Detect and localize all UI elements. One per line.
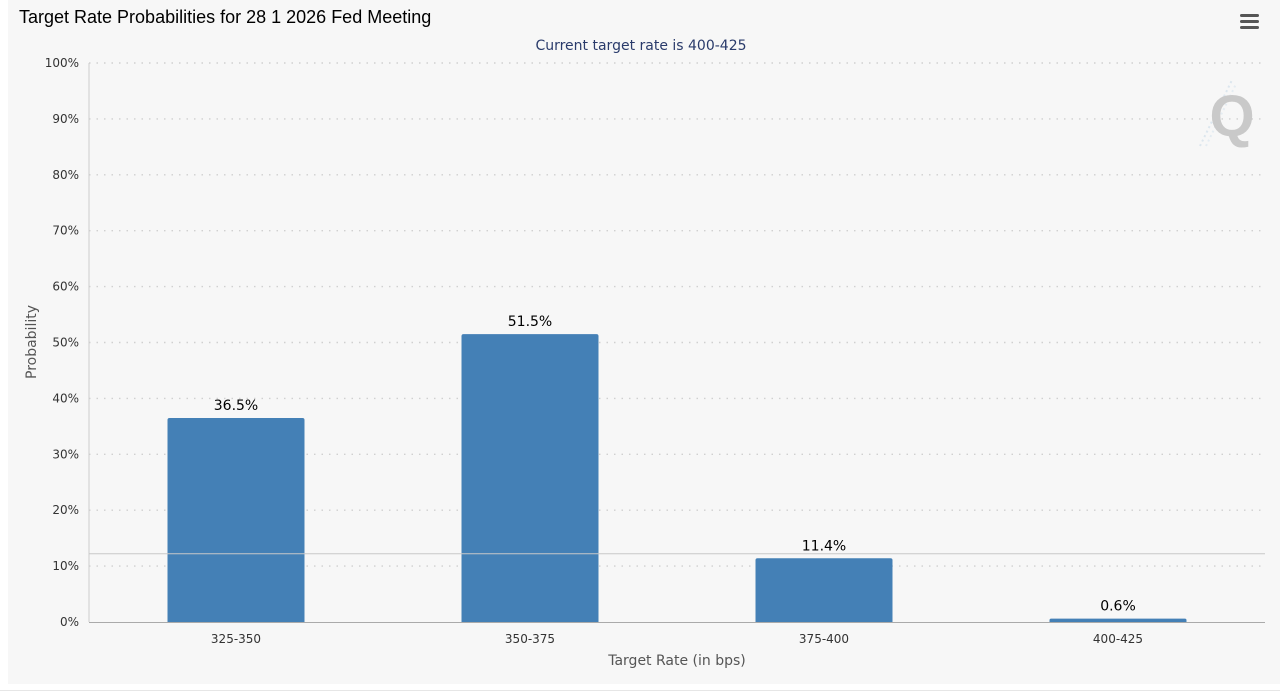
y-tick-label: 0% [60, 615, 79, 629]
y-tick-label: 70% [52, 224, 79, 238]
y-tick-label: 10% [52, 559, 79, 573]
watermark-letter: Q [1209, 84, 1254, 149]
hamburger-menu-icon[interactable] [1238, 10, 1262, 32]
y-tick-label: 100% [45, 56, 79, 70]
data-label: 51.5% [508, 314, 552, 330]
bottom-divider [0, 690, 1280, 691]
x-tick-label: 325-350 [211, 632, 261, 646]
y-axis: 0% 10% 20% 30% 40% 50% 60% 70% 80% 90% 100% [45, 56, 90, 629]
data-label: 11.4% [802, 538, 846, 554]
y-axis-title: Probability [24, 305, 40, 379]
data-label: 36.5% [214, 398, 258, 414]
chart-subtitle: Current target rate is 400-425 [535, 38, 746, 54]
bar [167, 417, 305, 622]
data-label: 0.6% [1100, 599, 1136, 615]
x-axis: 325-350 350-375 375-400 400-425 [211, 632, 1143, 646]
y-tick-label: 90% [52, 112, 79, 126]
bar [461, 334, 599, 622]
bar [755, 558, 893, 622]
y-tick-label: 80% [52, 168, 79, 182]
watermark-logo: Q [1199, 79, 1255, 149]
y-tick-label: 30% [52, 447, 79, 461]
y-tick-label: 60% [52, 280, 79, 294]
chart-title: Target Rate Probabilities for 28 1 2026 … [19, 7, 432, 27]
bars: 36.5% 51.5% 11.4% 0.6% [167, 314, 1187, 622]
x-tick-label: 400-425 [1093, 632, 1143, 646]
x-tick-label: 375-400 [799, 632, 849, 646]
x-axis-title: Target Rate (in bps) [607, 653, 746, 669]
y-tick-label: 40% [52, 391, 79, 405]
bar [1049, 618, 1187, 622]
x-tick-label: 350-375 [505, 632, 555, 646]
y-tick-label: 20% [52, 503, 79, 517]
y-tick-label: 50% [52, 336, 79, 350]
